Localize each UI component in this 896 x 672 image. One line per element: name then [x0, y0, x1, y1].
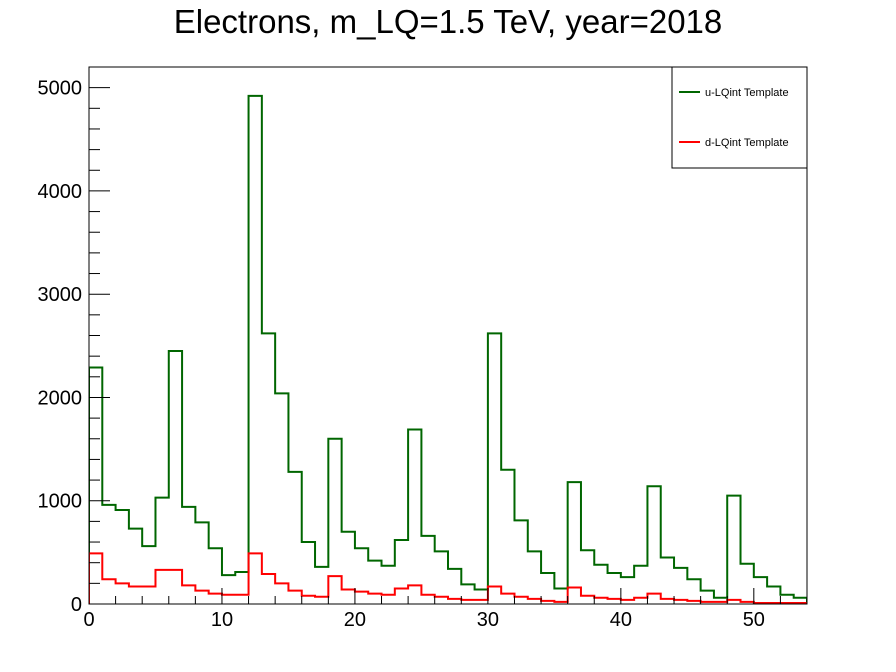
y-tick-label: 2000	[38, 387, 83, 409]
legend: u-LQint Template d-LQint Template	[671, 66, 808, 169]
x-tick-label: 50	[743, 609, 765, 631]
y-tick-label: 4000	[38, 181, 83, 203]
series-line-u-lqint	[89, 94, 807, 604]
x-axis: 0 10 20 30 40 50	[83, 588, 808, 631]
y-tick-label: 1000	[38, 491, 83, 513]
y-tick-label: 3000	[38, 284, 83, 306]
y-tick-label: 0	[71, 594, 82, 616]
legend-label-d: d-LQint Template	[705, 137, 789, 149]
x-tick-label: 20	[344, 609, 366, 631]
y-tick-label: 5000	[38, 78, 83, 100]
y-axis: 0 1000 2000 3000 4000 5000	[38, 66, 110, 616]
legend-box	[671, 66, 808, 169]
legend-label-u: u-LQint Template	[705, 87, 789, 99]
x-tick-label: 40	[610, 609, 632, 631]
x-tick-label: 30	[477, 609, 499, 631]
x-tick-label: 0	[83, 609, 94, 631]
x-tick-label: 10	[211, 609, 233, 631]
chart-title: Electrons, m_LQ=1.5 TeV, year=2018	[174, 3, 723, 40]
